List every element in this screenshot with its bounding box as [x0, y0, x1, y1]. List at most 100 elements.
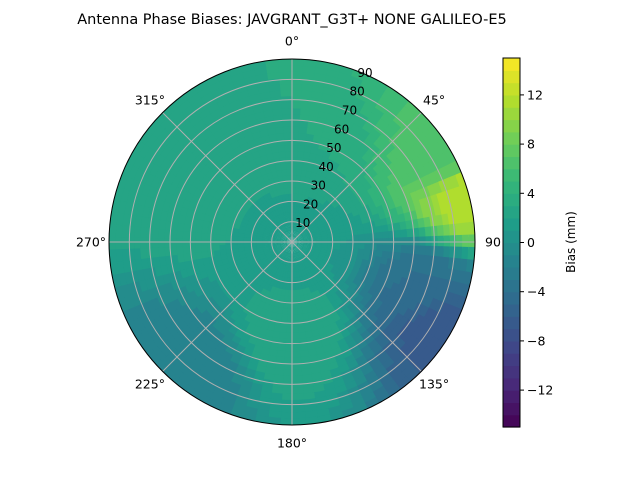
heatmap-cell	[274, 162, 283, 172]
heatmap-cell	[293, 265, 297, 274]
heatmap-cell	[288, 259, 291, 267]
heatmap-cell	[228, 65, 245, 77]
heatmap-cell	[120, 246, 129, 262]
heatmap-cell	[224, 247, 233, 255]
heatmap-cell	[299, 263, 305, 272]
heatmap-cell	[296, 307, 303, 316]
heatmap-cell	[291, 302, 298, 310]
heatmap-cell	[175, 229, 184, 239]
heatmap-cell	[289, 229, 292, 237]
heatmap-cell	[313, 250, 321, 256]
heatmap-cell	[318, 225, 327, 231]
heatmap-cell	[278, 256, 284, 265]
heatmap-cell	[302, 246, 310, 251]
heatmap-cell	[279, 393, 294, 402]
heatmap-cell	[270, 95, 284, 104]
heatmap-cell	[292, 239, 299, 242]
heatmap-cell	[295, 223, 299, 232]
heatmap-cell	[284, 137, 293, 146]
heatmap-cell	[301, 220, 307, 228]
heatmap-cell	[285, 246, 290, 254]
heatmap-cell	[299, 362, 311, 371]
heatmap-cell	[293, 223, 297, 231]
heatmap-cell	[291, 375, 303, 383]
heatmap-cell	[279, 243, 287, 247]
heatmap-cell	[296, 244, 304, 248]
heatmap-cell	[282, 363, 293, 371]
heatmap-cell	[306, 250, 314, 257]
radial-tick-label: 40	[318, 160, 333, 174]
colorbar-segment	[503, 254, 520, 268]
heatmap-cell	[290, 82, 305, 91]
heatmap-cell	[284, 224, 289, 232]
heatmap-cell	[296, 252, 301, 260]
heatmap-cell	[275, 247, 283, 253]
colorbar-segment	[503, 242, 520, 256]
heatmap-cell	[276, 230, 283, 236]
heatmap-cell	[318, 253, 327, 259]
heatmap-cell	[163, 245, 172, 257]
heatmap-cell	[109, 246, 117, 263]
heatmap-cell	[277, 417, 294, 425]
colorbar-segment	[503, 94, 520, 108]
heatmap-cell	[182, 252, 191, 262]
heatmap-cell	[291, 174, 298, 182]
heatmap-cell	[375, 225, 384, 234]
heatmap-cell	[400, 245, 409, 255]
heatmap-cell	[120, 222, 129, 238]
colorbar-segment	[503, 82, 520, 96]
heatmap-cell	[280, 236, 288, 240]
heatmap-cell	[280, 244, 288, 249]
heatmap-cell	[432, 181, 444, 197]
heatmap-cell	[364, 244, 372, 251]
heatmap-cell	[292, 242, 296, 249]
heatmap-cell	[280, 225, 286, 233]
heatmap-cell	[303, 416, 319, 425]
azimuth-tick-label: 315°	[135, 92, 165, 107]
heatmap-cell	[299, 257, 304, 265]
heatmap-cell	[282, 277, 288, 285]
heatmap-cell	[351, 229, 360, 237]
heatmap-cell	[248, 243, 257, 247]
heatmap-cell	[283, 217, 288, 226]
heatmap-cell	[299, 300, 307, 310]
heatmap-cell	[352, 234, 360, 241]
heatmap-cell	[298, 337, 308, 347]
heatmap-cell	[281, 245, 288, 250]
heatmap-cell	[299, 250, 306, 257]
azimuth-tick-labels: 0° 45° 90 135° 180° 225° 270° 315°	[76, 34, 501, 451]
heatmap-cell	[281, 245, 288, 251]
heatmap-cell	[254, 242, 263, 247]
heatmap-cell	[277, 59, 294, 67]
heatmap-cell	[268, 247, 276, 252]
heatmap-cell	[301, 275, 308, 284]
heatmap-cell	[297, 331, 307, 341]
heatmap-cell	[272, 252, 279, 259]
radial-tick-label: 80	[350, 85, 365, 99]
heatmap-cell	[290, 381, 304, 390]
heatmap-cell	[151, 245, 160, 258]
heatmap-cell	[286, 259, 290, 267]
heatmap-cell	[287, 247, 291, 255]
heatmap-cell	[459, 184, 471, 201]
heatmap-cell	[126, 246, 135, 261]
heatmap-cell	[277, 229, 284, 235]
heatmap-cell	[295, 205, 300, 213]
heatmap-cell	[294, 277, 299, 286]
heatmap-cell	[236, 246, 245, 253]
heatmap-cell	[284, 332, 293, 341]
heatmap-cell	[449, 223, 458, 238]
heatmap-cell	[281, 225, 287, 233]
heatmap-cell	[279, 263, 285, 272]
heatmap-cell	[412, 245, 421, 257]
azimuth-tick-label: 135°	[419, 377, 449, 392]
heatmap-cell	[320, 246, 329, 252]
heatmap-cell	[430, 225, 439, 239]
heatmap-cell	[277, 331, 287, 341]
heatmap-cell	[279, 399, 294, 408]
heatmap-cell	[307, 249, 315, 255]
heatmap-cell	[271, 251, 279, 258]
heatmap-cell	[114, 222, 123, 238]
azimuth-gridline	[162, 241, 293, 372]
heatmap-cell	[394, 229, 403, 240]
